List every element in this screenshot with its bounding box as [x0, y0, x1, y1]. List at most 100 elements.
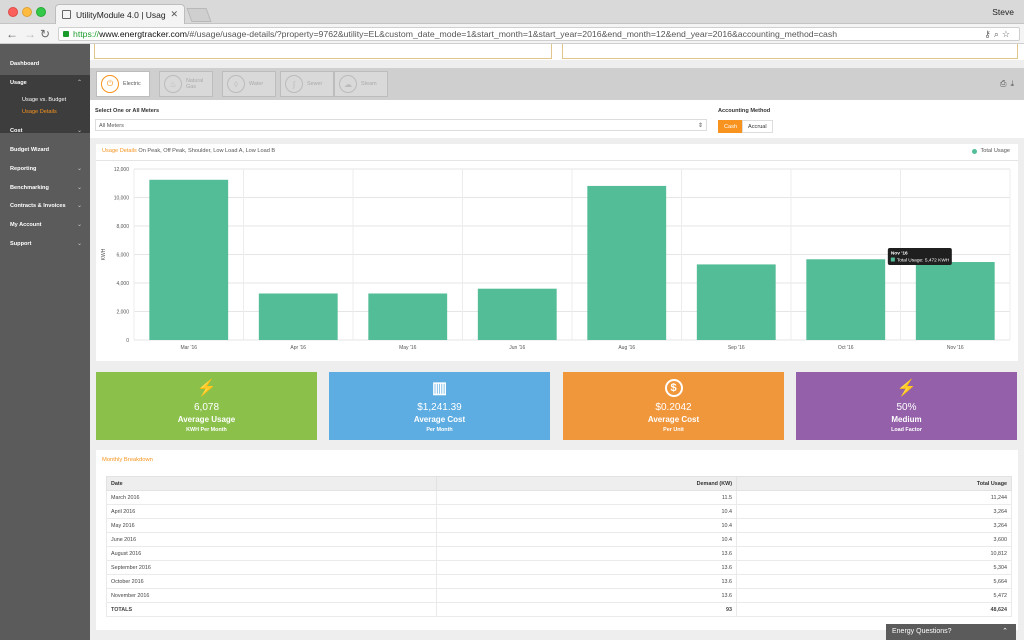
dollar-icon: $: [563, 378, 784, 397]
chevron-down-icon: ⌄: [76, 128, 82, 134]
reload-icon[interactable]: ↻: [40, 27, 51, 41]
toolbar-actions[interactable]: ⎙⤓: [1000, 79, 1018, 89]
usage-cell: 5,472: [736, 588, 1012, 603]
date-cell: June 2016: [106, 532, 437, 547]
tooltip: [887, 248, 952, 266]
chevron-down-icon: ⌄: [76, 241, 82, 247]
select-caret-icon: ⇕: [697, 123, 703, 129]
omnibox-actions[interactable]: ⚷⌕☆: [984, 29, 1013, 40]
stat-value: $0.2042: [655, 402, 692, 413]
new-tab-button[interactable]: [186, 8, 212, 22]
minimize-window-button[interactable]: [22, 7, 32, 17]
date-cell: November 2016: [106, 588, 437, 603]
x-tick-label: Jun '16: [509, 345, 525, 351]
sidebar-link-usage-details[interactable]: Usage Details: [22, 109, 57, 115]
usage-cell: 10,812: [736, 546, 1012, 561]
chart-subtitle: On Peak, Off Peak, Shoulder, Low Load A,…: [138, 148, 276, 154]
bar[interactable]: [477, 288, 557, 340]
demand-cell: 13.6: [436, 546, 737, 561]
bar[interactable]: [806, 259, 886, 340]
sidebar-item-budget-wizard[interactable]: Budget Wizard: [10, 147, 50, 153]
stat-card-average-usage: ⚡ 6,078 Average Usage KWH Per Month: [96, 372, 317, 440]
utility-toolbar: ⏻ Electric ♨ Natural Gas ◊ Water ∫ Sewer ☁ St…: [90, 68, 1024, 100]
table-row: April 2016 10.4 3,264: [106, 504, 1012, 519]
usage-cell: 5,664: [736, 574, 1012, 589]
close-window-button[interactable]: [8, 7, 18, 17]
stat-label: Average Usage: [177, 415, 236, 424]
demand-cell: 10.4: [436, 518, 737, 533]
tab-water[interactable]: ◊ Water: [222, 71, 276, 97]
totals-usage: 48,624: [736, 602, 1012, 617]
stat-sublabel: Per Month: [426, 427, 453, 433]
usage-bar-chart: 0 2,000 4,000 6,000 8,000 10,000 12,000 KWH Mar …: [101, 167, 1011, 351]
bar[interactable]: [149, 179, 229, 340]
x-tick-label: Sep '16: [728, 345, 745, 351]
chevron-up-icon: ⌃: [76, 80, 82, 86]
summary-card: [562, 44, 1018, 59]
column-header-total-usage[interactable]: Total Usage: [736, 476, 1012, 491]
drop-icon: ◊: [227, 75, 245, 93]
y-tick-label: 0: [126, 338, 129, 344]
chevron-down-icon: ⌄: [76, 166, 82, 172]
sidebar-item-my-account[interactable]: My Account ⌄: [10, 222, 82, 228]
y-tick-label: 6,000: [116, 253, 129, 259]
stat-label: Medium: [891, 415, 922, 424]
forward-arrow-icon[interactable]: →: [24, 27, 36, 41]
tab-electric[interactable]: ⏻ Electric: [96, 71, 150, 97]
print-icon: ⎙: [1000, 79, 1011, 88]
sidebar-item-benchmarking[interactable]: Benchmarking ⌄: [10, 185, 82, 191]
meters-label: Select One or All Meters: [95, 108, 160, 114]
table-row: March 2016 11.5 11,244: [106, 490, 1012, 505]
sidebar-link-usage-vs-budget[interactable]: Usage vs. Budget: [22, 97, 67, 103]
address-bar[interactable]: https://www.energtracker.com/#/usage/usa…: [58, 27, 1020, 41]
meters-select[interactable]: All Meters ⇕: [95, 119, 707, 131]
tooltip-title: Nov '16: [891, 251, 908, 257]
accounting-label: Accounting Method: [718, 108, 771, 114]
column-header-demand[interactable]: Demand (KW): [436, 476, 737, 491]
sidebar-item-contracts[interactable]: Contracts & Invoices ⌄: [10, 203, 82, 209]
tab-title: UtilityModule 4.0 | Usage Deta: [76, 9, 166, 20]
accrual-button[interactable]: Accrual: [742, 120, 773, 133]
tab-natural-gas[interactable]: ♨ Natural Gas: [159, 71, 213, 97]
close-tab-icon[interactable]: ✕: [170, 9, 178, 19]
url-text: https://www.energtracker.com/#/usage/usa…: [73, 29, 838, 39]
bar[interactable]: [258, 293, 338, 340]
stat-card-load-factor: ⚡ 50% Medium Load Factor: [796, 372, 1017, 440]
back-arrow-icon[interactable]: ←: [6, 27, 18, 41]
legend-label: Total Usage: [980, 148, 1010, 154]
stat-sublabel: Load Factor: [891, 427, 922, 433]
stat-value: 6,078: [193, 402, 220, 413]
sidebar-item-usage[interactable]: Usage ⌃: [0, 75, 90, 93]
x-tick-label: Mar '16: [180, 345, 197, 351]
usage-cell: 11,244: [736, 490, 1012, 505]
bar[interactable]: [368, 293, 448, 340]
chart-legend[interactable]: Total Usage: [972, 148, 1010, 154]
column-header-date[interactable]: Date: [106, 476, 437, 491]
y-tick-label: 4,000: [116, 281, 129, 287]
stat-sublabel: Per Unit: [663, 427, 684, 433]
tab-sewer[interactable]: ∫ Sewer: [280, 71, 334, 97]
key-icon: ⚷: [984, 29, 994, 39]
bar[interactable]: [587, 185, 667, 340]
bar[interactable]: [915, 262, 995, 340]
monthly-breakdown-panel: Monthly Breakdown Date Demand (KW) Total…: [96, 450, 1018, 630]
sidebar-item-cost[interactable]: Cost ⌄: [10, 128, 82, 134]
cash-button[interactable]: Cash: [718, 120, 744, 133]
sidebar-item-support[interactable]: Support ⌄: [10, 241, 82, 247]
filters-bar: Select One or All Meters All Meters ⇕ Ac…: [90, 100, 1024, 138]
energy-questions-widget[interactable]: Energy Questions? ⌃: [886, 624, 1016, 640]
stat-value: $1,241.39: [417, 402, 462, 413]
date-cell: March 2016: [106, 490, 437, 505]
sidebar-item-reporting[interactable]: Reporting ⌄: [10, 166, 82, 172]
tab-steam[interactable]: ☁ Steam: [334, 71, 388, 97]
browser-tab[interactable]: UtilityModule 4.0 | Usage Deta ✕: [55, 4, 185, 24]
demand-cell: 10.4: [436, 504, 737, 519]
profile-name[interactable]: Steve: [992, 7, 1014, 17]
sidebar-item-dashboard[interactable]: Dashboard: [10, 61, 40, 67]
zoom-icon: ⌕: [993, 29, 1002, 39]
stat-card-average-cost-month: ▥ $1,241.39 Average Cost Per Month: [329, 372, 550, 440]
x-tick-label: Oct '16: [838, 345, 854, 351]
stat-value: 50%: [896, 402, 917, 413]
bar[interactable]: [696, 264, 776, 340]
maximize-window-button[interactable]: [36, 7, 46, 17]
